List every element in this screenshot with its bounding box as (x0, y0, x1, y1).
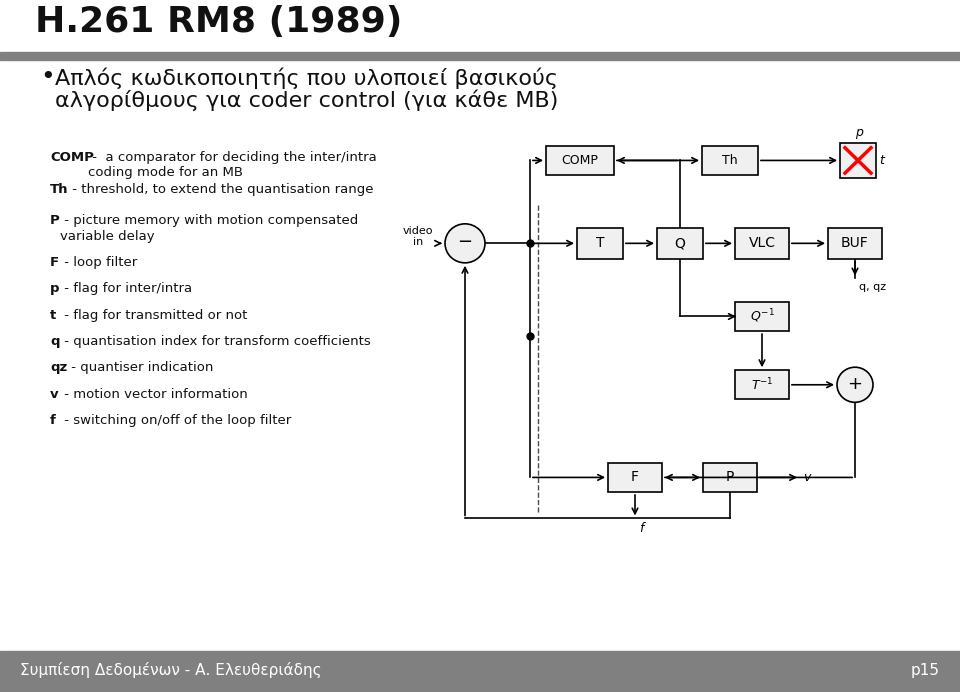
Text: Th: Th (722, 154, 738, 167)
Bar (702, 146, 758, 175)
Bar (0, 651, 960, 692)
Text: q: q (50, 335, 60, 348)
Text: v: v (803, 471, 810, 484)
Text: -  a comparator for deciding the inter/intra: - a comparator for deciding the inter/in… (88, 151, 376, 164)
Text: H.261 RM8 (1989): H.261 RM8 (1989) (35, 5, 402, 39)
Text: p15: p15 (911, 664, 940, 678)
Text: COMP: COMP (50, 151, 94, 164)
Text: - motion vector information: - motion vector information (60, 388, 248, 401)
Text: video: video (403, 226, 433, 235)
Circle shape (445, 224, 485, 263)
Text: $Q^{-1}$: $Q^{-1}$ (750, 308, 775, 325)
Text: - loop filter: - loop filter (60, 256, 137, 269)
Text: - flag for transmitted or not: - flag for transmitted or not (60, 309, 248, 322)
Text: - picture memory with motion compensated: - picture memory with motion compensated (60, 214, 358, 227)
Bar (828, 228, 882, 259)
Text: αλγορίθμους για coder control (για κάθε MB): αλγορίθμους για coder control (για κάθε … (55, 89, 559, 111)
Text: - quantisation index for transform coefficients: - quantisation index for transform coeff… (60, 335, 371, 348)
Text: t: t (50, 309, 57, 322)
Text: •: • (40, 65, 55, 89)
Text: variable delay: variable delay (60, 230, 155, 243)
Text: F: F (631, 471, 639, 484)
Text: P: P (726, 471, 734, 484)
Text: COMP: COMP (562, 154, 598, 167)
Bar (577, 228, 623, 259)
Text: t: t (879, 154, 884, 167)
Text: −: − (457, 233, 472, 251)
Text: +: + (848, 375, 862, 393)
Text: T: T (596, 237, 604, 251)
Text: VLC: VLC (749, 237, 776, 251)
Text: f: f (50, 414, 56, 427)
Text: Q: Q (675, 237, 685, 251)
Bar (703, 463, 757, 492)
Bar (657, 228, 703, 259)
Text: Απλός κωδικοποιητής που υλοποιεί βασικούς: Απλός κωδικοποιητής που υλοποιεί βασικού… (55, 68, 558, 89)
Circle shape (837, 367, 873, 402)
Text: p: p (50, 282, 60, 295)
Text: v: v (50, 388, 59, 401)
Bar (735, 228, 789, 259)
Text: Συμπίεση Δεδομένων - Α. Ελευθεριάδης: Συμπίεση Δεδομένων - Α. Ελευθεριάδης (20, 662, 322, 678)
Text: p: p (855, 126, 863, 139)
Bar (735, 302, 789, 331)
Bar (546, 146, 614, 175)
Text: $T^{-1}$: $T^{-1}$ (751, 376, 773, 393)
Bar (840, 143, 876, 178)
Bar (0, 52, 960, 60)
Text: in: in (413, 237, 423, 247)
Text: - threshold, to extend the quantisation range: - threshold, to extend the quantisation … (68, 183, 373, 196)
Text: - switching on/off of the loop filter: - switching on/off of the loop filter (60, 414, 291, 427)
Text: qz: qz (50, 361, 67, 374)
Text: P: P (50, 214, 60, 227)
Text: - quantiser indication: - quantiser indication (67, 361, 213, 374)
Text: BUF: BUF (841, 237, 869, 251)
Text: q, qz: q, qz (859, 282, 886, 292)
Bar (608, 463, 662, 492)
Text: coding mode for an MB: coding mode for an MB (88, 166, 243, 179)
Bar (735, 370, 789, 399)
Text: F: F (50, 256, 60, 269)
Text: - flag for inter/intra: - flag for inter/intra (60, 282, 192, 295)
Text: f: f (639, 522, 643, 536)
Text: Th: Th (50, 183, 68, 196)
